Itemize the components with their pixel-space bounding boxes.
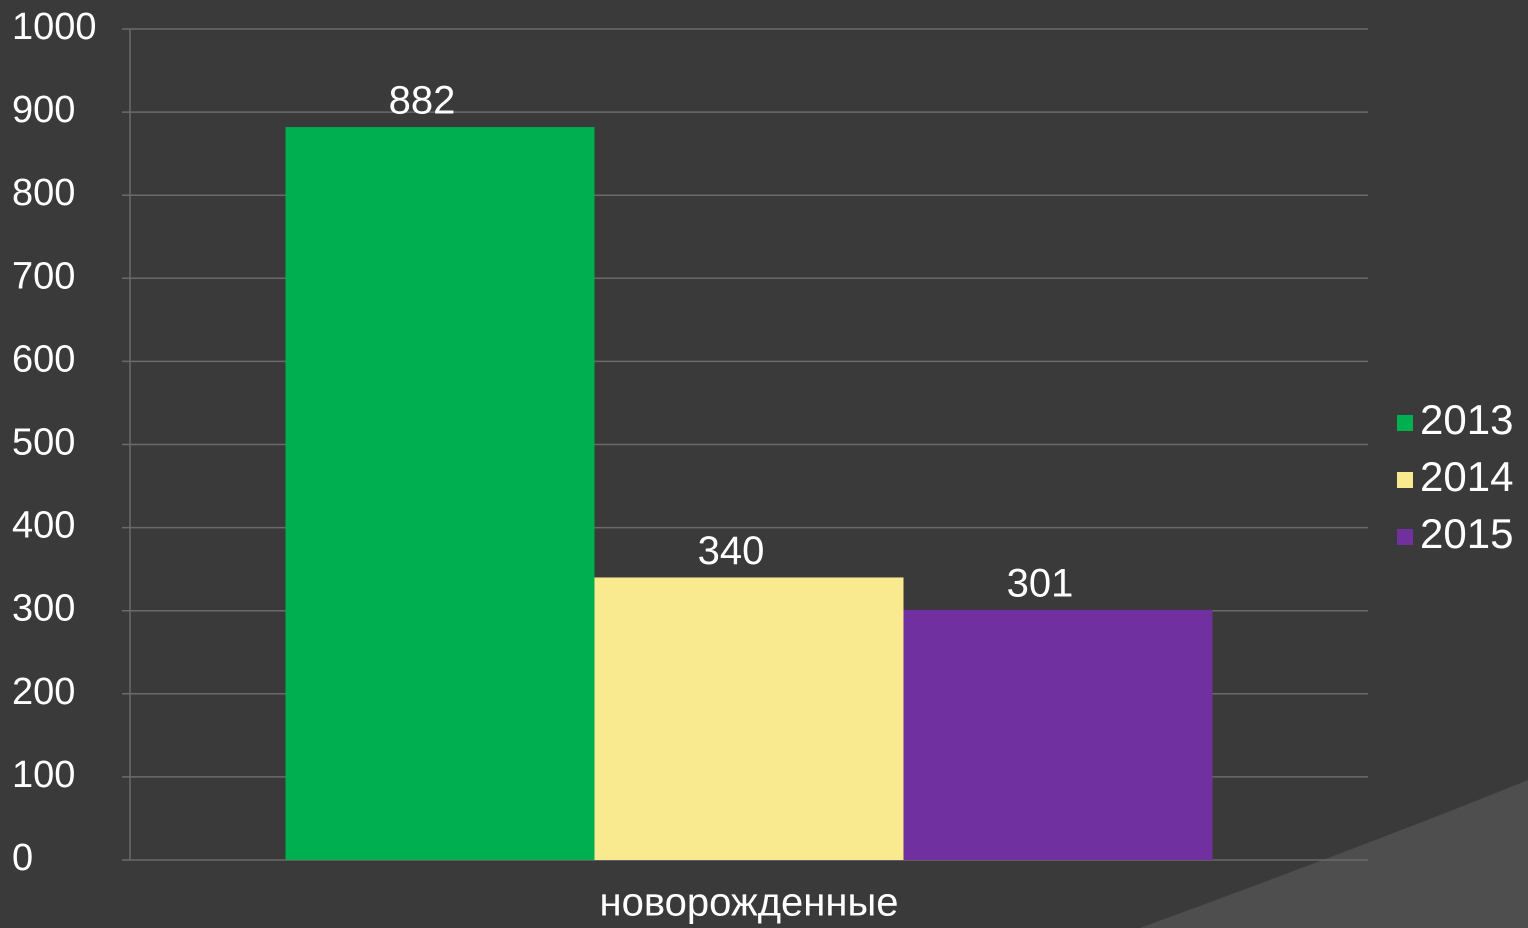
y-tick-label: 700	[12, 255, 75, 297]
y-tick-label: 800	[12, 172, 75, 214]
bar	[285, 127, 595, 861]
data-label: 340	[698, 529, 765, 573]
x-tick-label: новорожденные	[600, 881, 899, 925]
plot-area: 0 100 200 300 400 500 600 700 800 900 1000 новорожд…	[12, 6, 1513, 925]
data-label: 301	[1007, 561, 1074, 605]
bar	[594, 577, 904, 860]
y-tick-label: 300	[12, 588, 75, 630]
y-tick-label: 0	[12, 837, 33, 879]
legend-label: 2013	[1420, 396, 1513, 443]
y-tick-label: 600	[12, 338, 75, 380]
y-tick-label: 1000	[12, 6, 97, 48]
y-tick-label: 100	[12, 754, 75, 796]
decor-swoosh	[1140, 780, 1528, 928]
legend-swatch	[1397, 415, 1413, 431]
bar	[903, 609, 1213, 860]
legend-label: 2014	[1420, 453, 1513, 500]
y-tick-label: 200	[12, 671, 75, 713]
legend-swatch	[1397, 529, 1413, 545]
legend-swatch	[1397, 472, 1413, 488]
y-tick-label: 900	[12, 89, 75, 131]
y-tick-label: 400	[12, 505, 75, 547]
y-tick-label: 500	[12, 422, 75, 464]
data-label: 882	[389, 79, 456, 123]
legend-label: 2015	[1420, 510, 1513, 557]
